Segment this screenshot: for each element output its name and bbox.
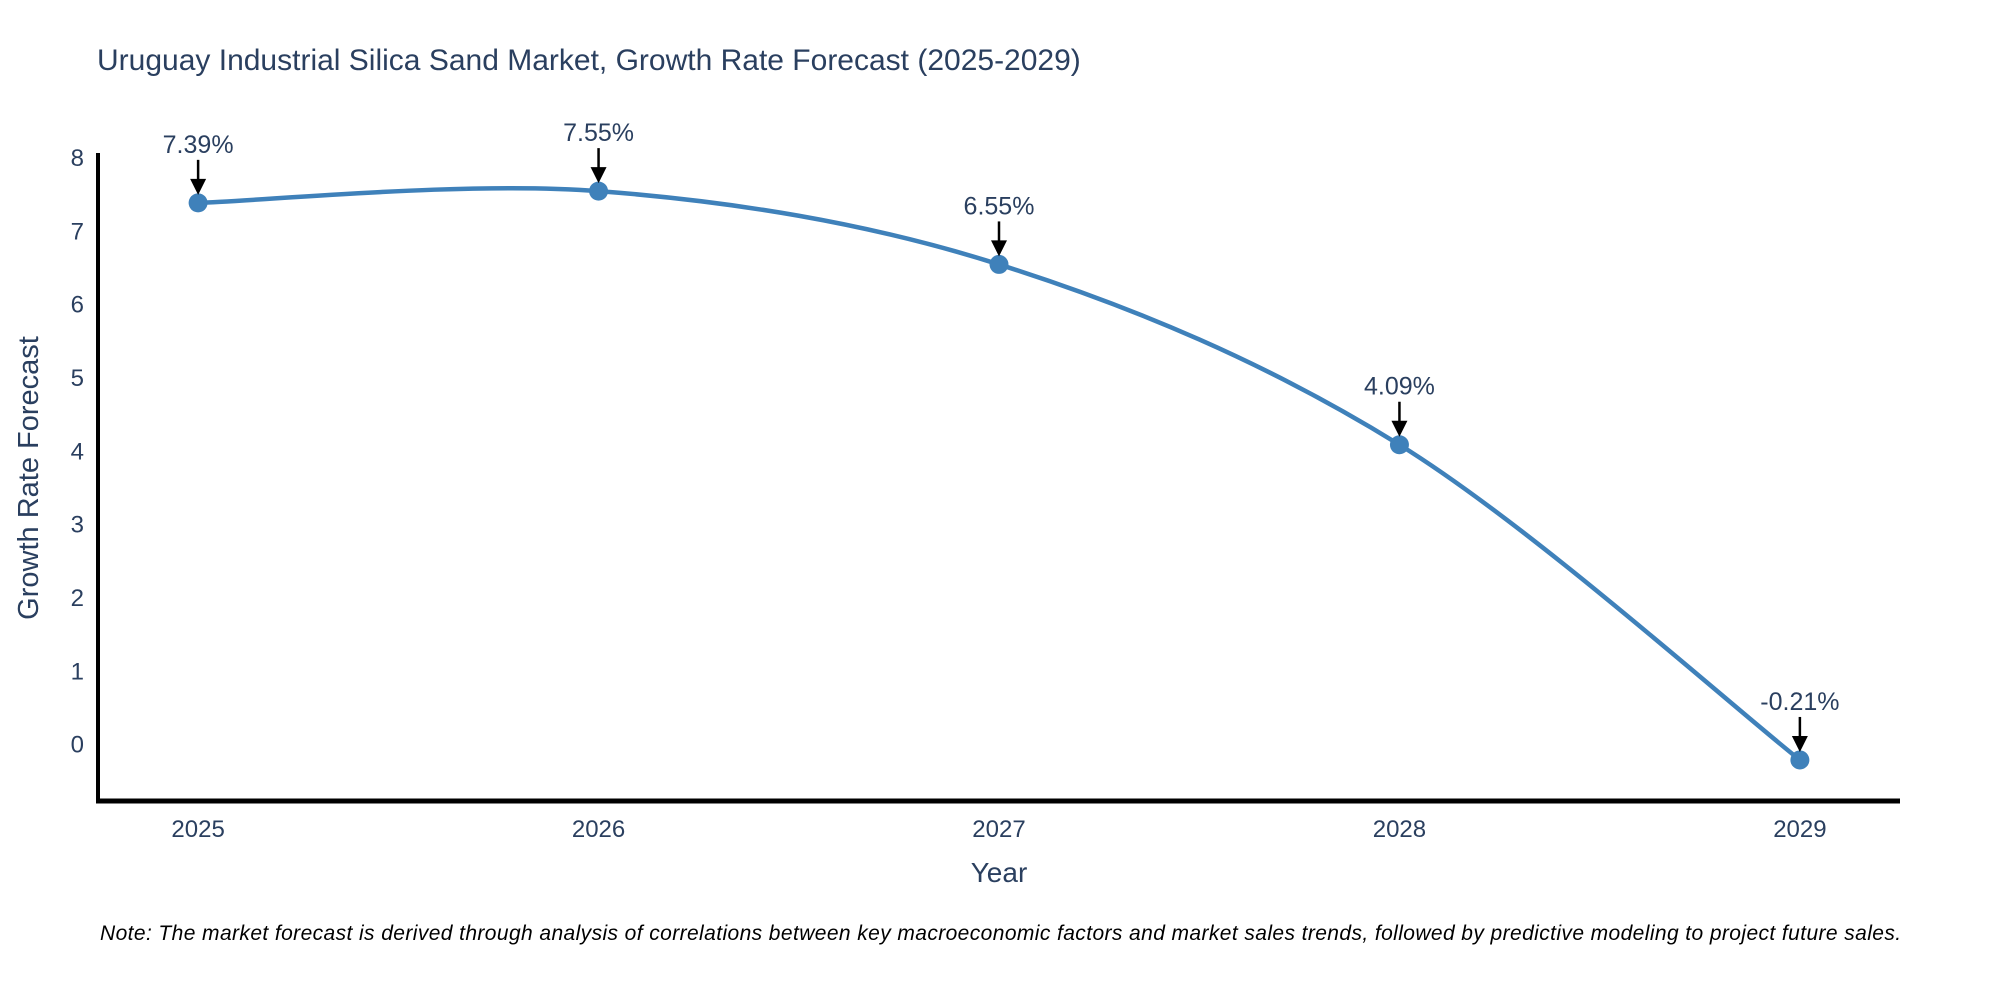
y-tick-label: 8 bbox=[71, 145, 84, 172]
data-point-marker bbox=[188, 193, 208, 213]
y-tick-label: 0 bbox=[71, 732, 84, 759]
x-tick-label: 2026 bbox=[572, 816, 625, 843]
x-tick-label: 2025 bbox=[171, 816, 224, 843]
footnote: Note: The market forecast is derived thr… bbox=[100, 922, 1902, 945]
data-point-label: -0.21% bbox=[1760, 688, 1839, 716]
annotation-arrowhead-icon bbox=[190, 178, 207, 195]
y-tick-label: 1 bbox=[71, 658, 84, 685]
data-point-marker bbox=[589, 181, 609, 201]
data-point-label: 7.39% bbox=[163, 131, 234, 159]
y-tick-label: 5 bbox=[71, 365, 84, 392]
y-tick-label: 4 bbox=[71, 438, 84, 465]
y-axis-title: Growth Rate Forecast bbox=[13, 336, 45, 620]
annotation-arrowhead-icon bbox=[1791, 735, 1808, 752]
y-tick-label: 2 bbox=[71, 585, 84, 612]
x-tick-label: 2029 bbox=[1773, 816, 1826, 843]
data-point-marker bbox=[1389, 435, 1409, 455]
x-axis-title: Year bbox=[971, 857, 1028, 888]
annotation-arrowhead-icon bbox=[1391, 420, 1408, 437]
annotation-arrowhead-icon bbox=[590, 167, 607, 184]
data-point-marker bbox=[1790, 750, 1810, 770]
annotation-arrowhead-icon bbox=[991, 240, 1007, 257]
chart-title: Uruguay Industrial Silica Sand Market, G… bbox=[97, 44, 1081, 77]
plot-area: 0 1 2 3 4 5 6 7 8 2025 2026 2027 2028 2029 7.39% 7.55% 6… bbox=[71, 119, 1900, 843]
data-point-label: 4.09% bbox=[1364, 373, 1435, 401]
x-tick-label: 2028 bbox=[1373, 816, 1426, 843]
x-tick-label: 2027 bbox=[972, 816, 1025, 843]
y-tick-label: 3 bbox=[71, 512, 84, 539]
data-point-marker bbox=[989, 254, 1009, 274]
y-tick-label: 6 bbox=[71, 292, 84, 319]
data-point-label: 6.55% bbox=[964, 192, 1035, 220]
line-series bbox=[195, 185, 1803, 763]
data-point-label: 7.55% bbox=[563, 119, 634, 147]
y-tick-label: 7 bbox=[71, 218, 84, 245]
